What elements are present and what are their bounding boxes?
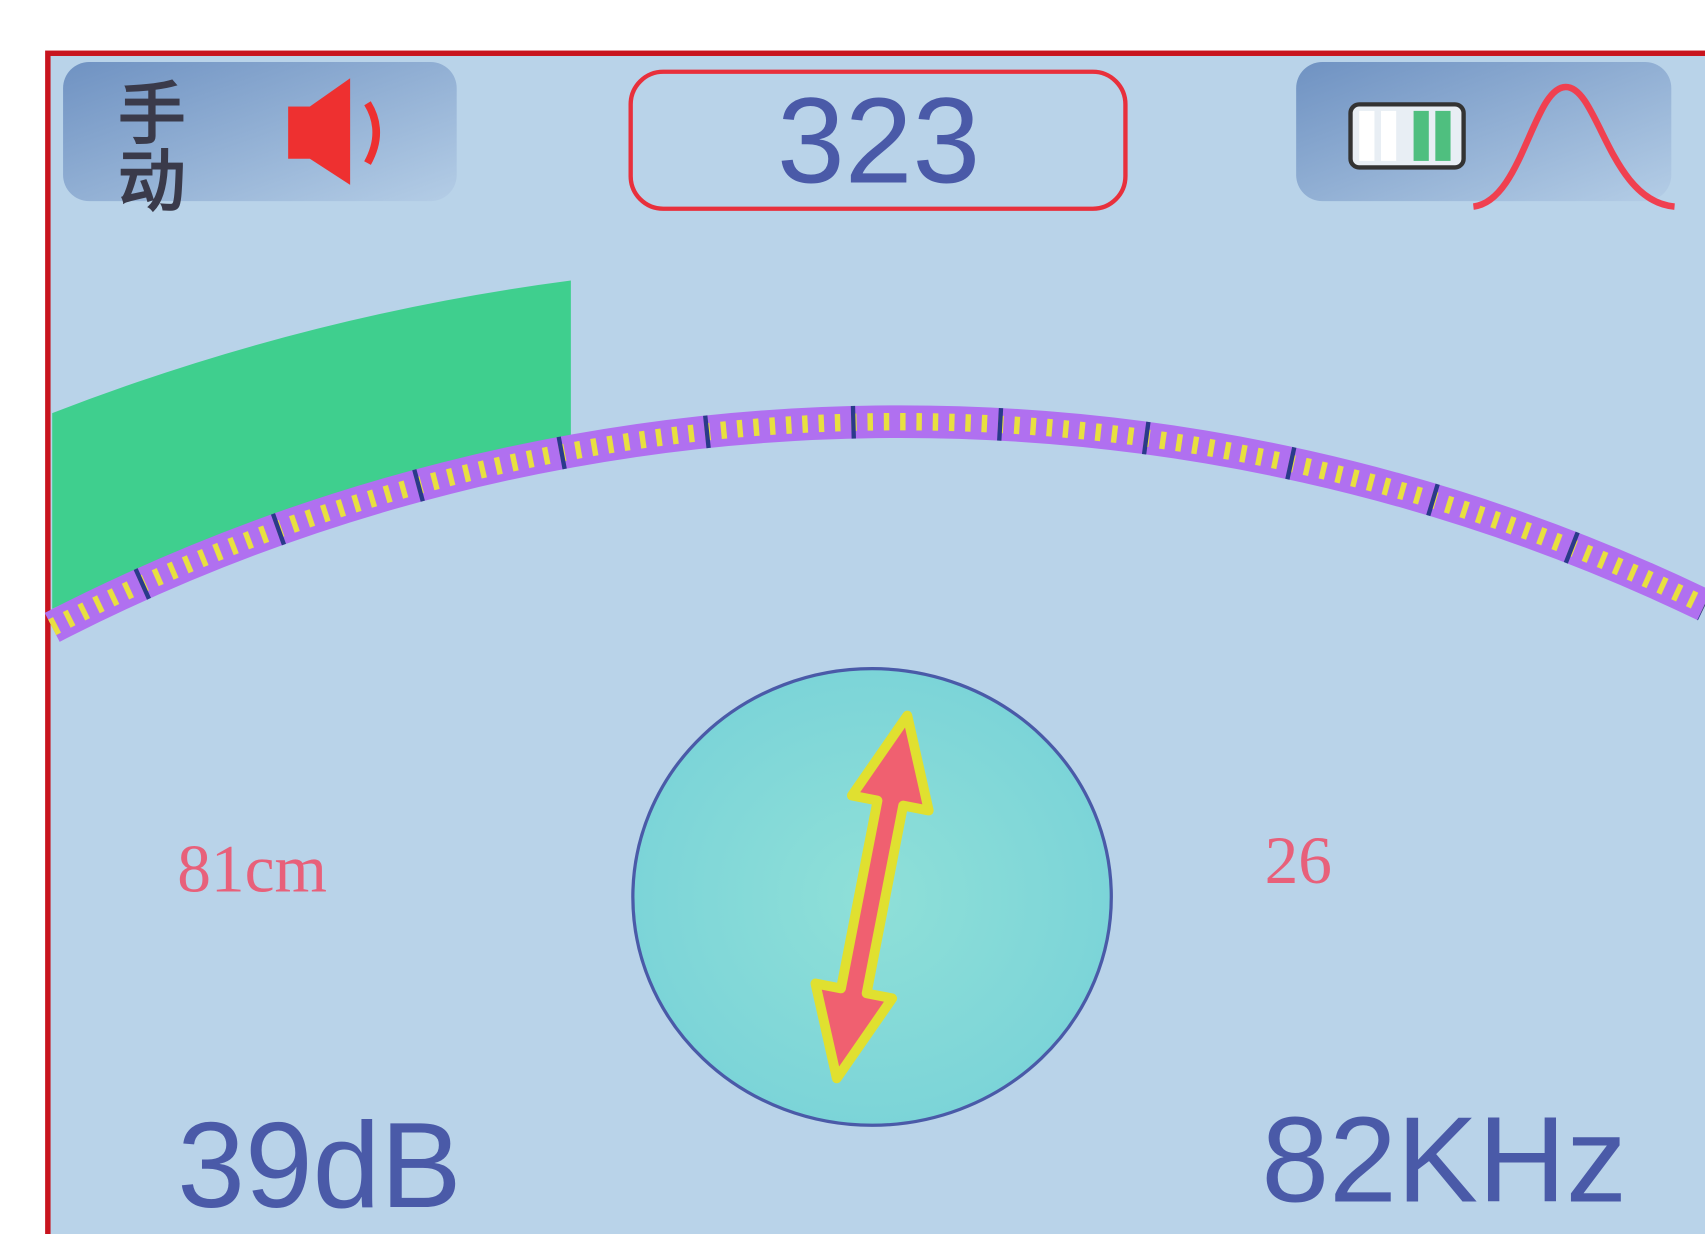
battery-icon	[1351, 104, 1464, 167]
current-value: 26	[1265, 823, 1332, 898]
reading-value: 323	[777, 73, 980, 209]
gain-value: 39dB	[177, 1097, 461, 1233]
depth-value: 81cm	[177, 832, 327, 907]
device-screen: 手动 323 81cm 26 39dB 82KHz	[0, 0, 1705, 1234]
mode-label: 手动	[107, 78, 186, 213]
frequency-value: 82KHz	[1261, 1091, 1627, 1227]
